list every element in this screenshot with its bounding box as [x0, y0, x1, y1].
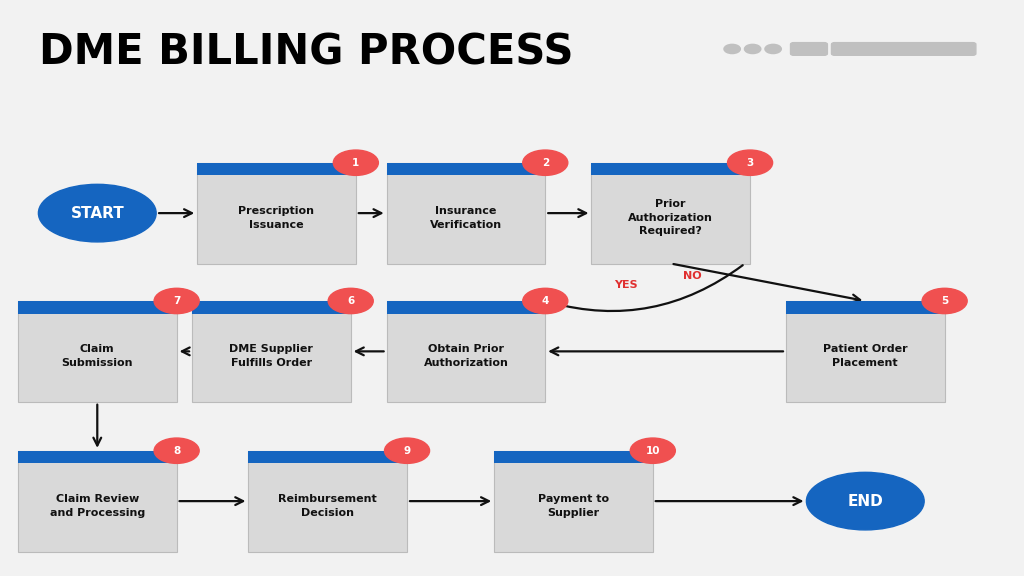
Circle shape: [727, 150, 773, 175]
Text: 6: 6: [347, 296, 354, 306]
Text: 9: 9: [403, 446, 411, 456]
Text: Prescription
Issuance: Prescription Issuance: [239, 206, 314, 229]
FancyBboxPatch shape: [387, 301, 545, 402]
FancyBboxPatch shape: [193, 301, 350, 313]
Text: Insurance
Verification: Insurance Verification: [430, 206, 502, 229]
Text: 1: 1: [352, 158, 359, 168]
FancyBboxPatch shape: [18, 301, 176, 402]
Text: Obtain Prior
Authorization: Obtain Prior Authorization: [424, 344, 508, 367]
Circle shape: [154, 288, 199, 313]
Text: YES: YES: [614, 280, 638, 290]
Circle shape: [385, 438, 430, 463]
FancyBboxPatch shape: [495, 450, 653, 552]
Text: Payment to
Supplier: Payment to Supplier: [538, 494, 609, 517]
Text: 5: 5: [941, 296, 948, 306]
FancyBboxPatch shape: [791, 43, 827, 55]
FancyBboxPatch shape: [387, 162, 545, 264]
Text: Claim Review
and Processing: Claim Review and Processing: [49, 494, 145, 517]
FancyBboxPatch shape: [387, 162, 545, 175]
FancyBboxPatch shape: [387, 301, 545, 313]
Circle shape: [765, 44, 781, 54]
FancyBboxPatch shape: [831, 43, 976, 55]
FancyBboxPatch shape: [248, 450, 407, 552]
FancyBboxPatch shape: [197, 162, 356, 175]
Circle shape: [724, 44, 740, 54]
FancyBboxPatch shape: [18, 301, 176, 313]
FancyBboxPatch shape: [248, 450, 407, 463]
FancyBboxPatch shape: [18, 450, 176, 552]
FancyBboxPatch shape: [495, 450, 653, 463]
Text: Patient Order
Placement: Patient Order Placement: [823, 344, 907, 367]
Text: DME BILLING PROCESS: DME BILLING PROCESS: [39, 32, 573, 74]
Text: 10: 10: [645, 446, 660, 456]
Text: 8: 8: [173, 446, 180, 456]
Ellipse shape: [807, 472, 924, 530]
Text: NO: NO: [683, 271, 701, 282]
Circle shape: [328, 288, 374, 313]
FancyBboxPatch shape: [197, 162, 356, 264]
Circle shape: [744, 44, 761, 54]
FancyBboxPatch shape: [592, 162, 750, 264]
Ellipse shape: [39, 184, 156, 242]
Text: END: END: [848, 494, 883, 509]
Circle shape: [522, 288, 567, 313]
Text: Claim
Submission: Claim Submission: [61, 344, 133, 367]
Circle shape: [522, 150, 567, 175]
Text: 3: 3: [746, 158, 754, 168]
Circle shape: [154, 438, 199, 463]
Text: DME Supplier
Fulfills Order: DME Supplier Fulfills Order: [229, 344, 313, 367]
FancyBboxPatch shape: [193, 301, 350, 402]
Text: 4: 4: [542, 296, 549, 306]
FancyBboxPatch shape: [18, 450, 176, 463]
Text: 7: 7: [173, 296, 180, 306]
Text: Reimbursement
Decision: Reimbursement Decision: [279, 494, 377, 517]
Circle shape: [334, 150, 379, 175]
FancyBboxPatch shape: [786, 301, 944, 313]
Text: Prior
Authorization
Required?: Prior Authorization Required?: [629, 199, 713, 236]
Text: 2: 2: [542, 158, 549, 168]
Circle shape: [922, 288, 967, 313]
Circle shape: [631, 438, 676, 463]
FancyBboxPatch shape: [592, 162, 750, 175]
FancyBboxPatch shape: [786, 301, 944, 402]
Text: START: START: [71, 206, 124, 221]
